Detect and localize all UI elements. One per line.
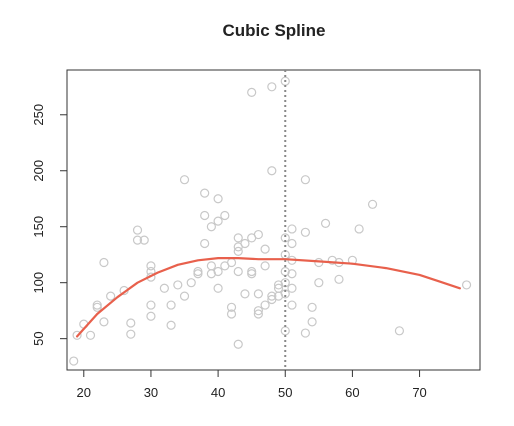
data-point <box>233 266 243 277</box>
data-point <box>146 261 156 271</box>
data-point <box>334 274 344 284</box>
data-point <box>240 289 250 299</box>
y-tick-label: 200 <box>31 160 46 182</box>
data-point <box>132 235 143 245</box>
plot-area: 20 30 40 50 60 70 50 100 150 200 250 <box>31 69 481 400</box>
data-point <box>220 210 230 221</box>
data-point <box>327 255 337 265</box>
data-point <box>179 175 190 185</box>
data-point <box>307 302 317 312</box>
data-point <box>267 82 277 92</box>
y-tick-label: 50 <box>31 331 46 345</box>
data-point <box>280 289 290 299</box>
data-point <box>69 356 79 366</box>
y-tick-label: 100 <box>31 272 46 294</box>
data-point <box>233 339 243 349</box>
data-point <box>273 280 284 290</box>
data-point <box>99 317 109 327</box>
data-point <box>206 222 216 232</box>
data-point <box>287 224 297 234</box>
data-point <box>394 326 405 336</box>
data-point <box>213 216 223 226</box>
data-point <box>166 300 176 310</box>
x-tick-label: 20 <box>77 385 91 400</box>
data-point <box>233 246 243 256</box>
data-point <box>226 302 237 312</box>
data-point <box>287 238 297 249</box>
data-point <box>461 280 472 290</box>
data-point <box>253 306 263 316</box>
x-tick-label: 70 <box>412 385 426 400</box>
data-point <box>260 300 270 310</box>
data-point <box>106 291 116 301</box>
data-point <box>367 199 378 209</box>
data-point <box>267 166 277 176</box>
data-point <box>206 261 216 271</box>
data-point <box>247 269 257 279</box>
data-point <box>200 188 210 198</box>
chart-title: Cubic Spline <box>223 21 326 40</box>
data-point <box>287 283 297 293</box>
data-point <box>166 320 176 330</box>
data-point <box>300 227 310 237</box>
data-point <box>200 238 210 249</box>
data-point <box>287 300 297 310</box>
data-point <box>213 194 223 204</box>
y-tick-label: 250 <box>31 104 46 126</box>
x-tick-label: 40 <box>211 385 225 400</box>
data-point <box>213 266 223 277</box>
data-point <box>193 266 203 277</box>
data-point <box>253 229 263 240</box>
data-point <box>126 329 136 339</box>
data-point <box>240 238 250 249</box>
data-point <box>146 311 156 321</box>
data-point <box>186 278 196 288</box>
data-point <box>314 278 324 288</box>
data-point <box>354 224 364 234</box>
data-point <box>179 291 190 301</box>
data-point <box>260 261 270 271</box>
data-point <box>92 300 102 310</box>
data-point <box>226 309 237 319</box>
x-tick-label: 30 <box>144 385 158 400</box>
data-point <box>99 257 109 268</box>
data-point <box>267 291 277 301</box>
data-point <box>300 328 310 338</box>
data-point <box>173 280 183 290</box>
data-point <box>200 210 210 221</box>
plot-frame <box>66 69 481 371</box>
spline-fit-line <box>76 257 461 338</box>
x-tick-label: 60 <box>345 385 359 400</box>
data-point <box>253 289 263 299</box>
data-point <box>213 283 223 293</box>
data-point <box>146 300 156 310</box>
data-point <box>273 291 284 301</box>
data-point <box>253 309 263 319</box>
data-point <box>85 330 96 340</box>
data-point <box>307 317 317 327</box>
x-tick-label: 50 <box>278 385 292 400</box>
data-point <box>226 257 237 268</box>
data-point <box>72 330 82 340</box>
data-point <box>247 87 257 97</box>
data-point <box>233 233 243 243</box>
data-point <box>126 318 136 328</box>
y-tick-label: 150 <box>31 216 46 238</box>
data-point <box>320 218 331 228</box>
data-point <box>287 269 297 279</box>
data-point <box>300 175 310 185</box>
data-point <box>132 225 143 235</box>
data-point <box>260 244 270 254</box>
data-point <box>139 235 149 245</box>
data-point <box>159 283 169 293</box>
